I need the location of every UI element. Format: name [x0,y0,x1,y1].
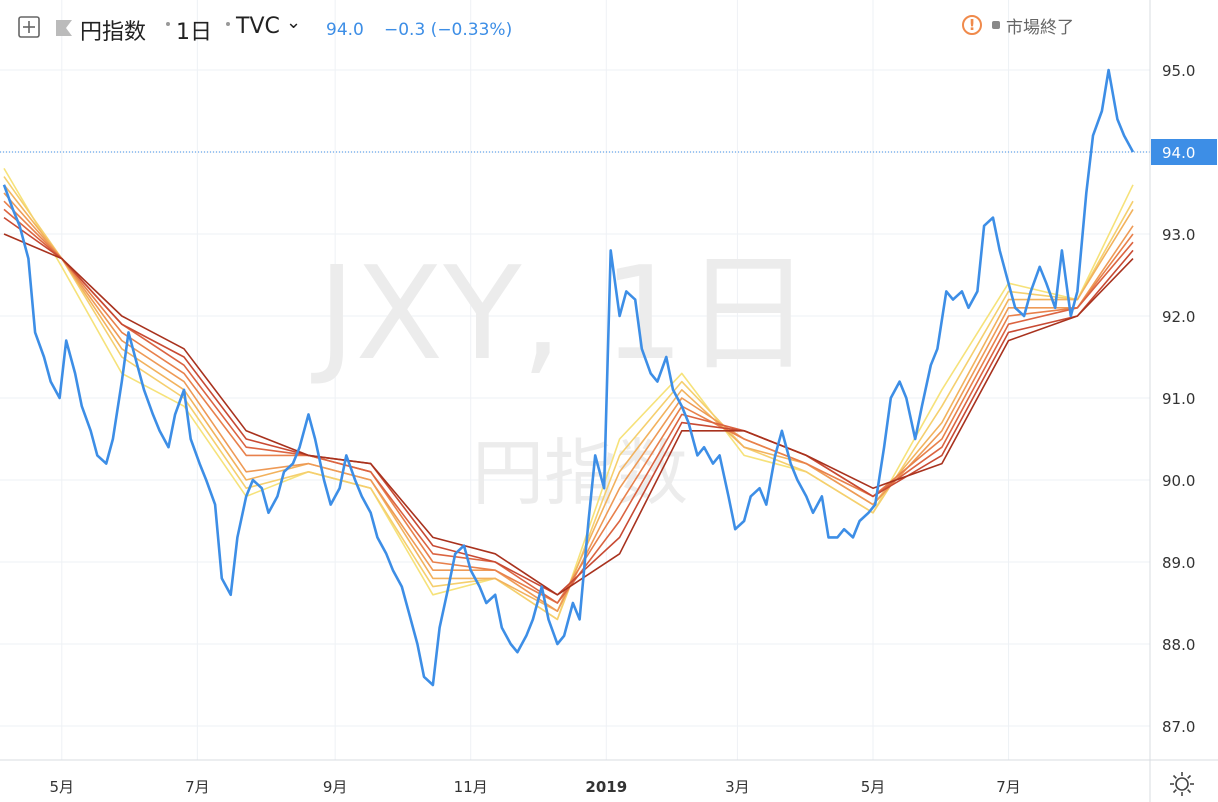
x-tick-label: 7月 [185,778,210,796]
separator-dot [166,22,170,26]
symbol-name[interactable]: 円指数 [80,20,147,45]
separator-dot [226,22,230,26]
y-tick-label: 93.0 [1162,226,1195,244]
last-price-badge [1151,139,1217,165]
flag-icon[interactable] [54,18,74,44]
y-tick-label: 91.0 [1162,390,1195,408]
x-tick-label: 3月 [725,778,750,796]
price-line[interactable] [2,68,1135,687]
warning-icon[interactable]: ! [962,15,982,35]
ribbon-line [3,167,1134,621]
last-price: 94.0 [326,20,364,40]
chart-header: 円指数 1日 TVC ⌄ 94.0 −0.3 (−0.33%) ! 市場終了 [0,0,1150,56]
settings-gear-icon[interactable] [1168,770,1196,798]
y-tick-label: 88.0 [1162,636,1195,654]
y-tick-label: 95.0 [1162,62,1195,80]
ribbon-line [3,233,1134,596]
add-compare-icon[interactable] [18,16,40,44]
x-tick-label: 11月 [454,778,488,796]
x-tick-label: 7月 [996,778,1021,796]
interval-label[interactable]: 1日 [176,20,212,45]
y-tick-label: 87.0 [1162,718,1195,736]
last-price-label: 94.0 [1162,144,1195,162]
watermark-symbol: JXY, 1日 [311,240,812,389]
market-status-label: 市場終了 [1006,17,1074,38]
status-dot-icon [992,21,1000,29]
ribbon-line [3,208,1134,604]
watermark-name: 円指数 [472,431,688,515]
price-group [0,68,1150,687]
x-tick-label: 5月 [861,778,886,796]
exchange-label[interactable]: TVC [236,14,280,39]
chevron-down-icon[interactable]: ⌄ [286,12,302,33]
y-tick-label: 92.0 [1162,308,1195,326]
ribbon-line [3,192,1134,613]
x-tick-label: 2019 [585,778,627,796]
ribbon-group [3,167,1134,621]
x-tick-label: 9月 [323,778,348,796]
price-change: −0.3 (−0.33%) [384,20,513,40]
market-status: ! 市場終了 [962,12,1074,38]
y-tick-label: 89.0 [1162,554,1195,572]
y-tick-label: 90.0 [1162,472,1195,490]
x-tick-label: 5月 [50,778,75,796]
